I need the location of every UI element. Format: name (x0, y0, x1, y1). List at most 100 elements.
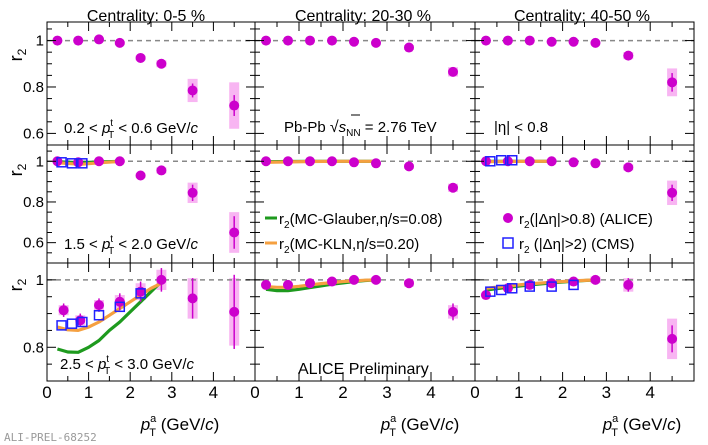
x-tick-label-c2-4: 4 (426, 383, 435, 402)
cms-point (135, 288, 146, 299)
x-tick-label-c1-3: 3 (167, 383, 176, 402)
cms-point (524, 281, 535, 292)
data-points (52, 34, 678, 344)
alice-point (261, 156, 271, 167)
legend-alice-text: r2(|Δη|>0.8) (ALICE) (519, 211, 653, 231)
alice-point (371, 274, 381, 285)
legend-cms-marker (502, 237, 514, 249)
x-axis-title-middle: pa T (GeV/c) (380, 413, 460, 439)
panel-frames (46, 21, 695, 382)
alice-point (546, 156, 557, 167)
cms-point (56, 320, 67, 331)
preliminary-id: ALI-PREL-68252 (4, 431, 97, 444)
alice-point (568, 157, 579, 168)
kln-curve (59, 159, 123, 166)
cms-point (66, 158, 78, 169)
cms-point (485, 286, 496, 297)
legend-alice-marker (503, 213, 513, 223)
alice-point (187, 187, 198, 198)
alice-point (327, 276, 337, 287)
x-axis-title-right: pa T (GeV/c) (602, 413, 682, 439)
column-title-20-30: Centrality: 20-30 % (295, 8, 431, 25)
eta-cut-label: |η| < 0.8 (494, 119, 548, 136)
legend-glauber-text: r2(MC-Glauber,η/s=0.08) (279, 211, 443, 231)
cms-point (496, 284, 507, 296)
alice-point (135, 170, 146, 181)
alice-point (283, 279, 293, 290)
alice-point (94, 300, 104, 311)
alice-point (349, 36, 359, 47)
legend-cms-text: r2 (|Δη|>2) (CMS) (519, 236, 634, 256)
cms-point (93, 310, 105, 321)
x-tick-label-c2-1: 1 (294, 383, 303, 402)
x-tick-label-c3-4: 4 (645, 383, 654, 402)
cms-point (496, 155, 507, 166)
alice-point (448, 66, 458, 77)
cms-point (485, 156, 496, 167)
collision-system-label: Pb-Pb √sNN = 2.76 TeV (284, 119, 437, 139)
alice-point (187, 85, 198, 96)
alice-point (623, 50, 634, 61)
x-tick-label-c3-2: 2 (558, 383, 567, 402)
alice-point (448, 182, 458, 193)
alice-point (229, 100, 240, 111)
alice-point (73, 35, 84, 46)
y-tick-label-r1-06: 0.6 (23, 125, 44, 142)
column-title-0-5: Centrality: 0-5 % (87, 8, 205, 25)
alice-point (114, 37, 125, 48)
alice-point (404, 161, 414, 172)
alice-point (305, 35, 315, 46)
column-title-40-50: Centrality: 40-50 % (514, 8, 650, 25)
alice-point (156, 165, 167, 176)
alice-point (58, 305, 69, 316)
pt-bin-label-row2: 1.5 < pt T < 2.0 GeV/c (64, 234, 198, 257)
alice-point (546, 278, 557, 289)
cms-point (77, 316, 88, 328)
y-tick-label-r1-1: 1 (36, 33, 44, 50)
legend-kln-text: r2(MC-KLN,η/s=0.20) (279, 236, 419, 256)
alice-point (305, 278, 315, 289)
x-tick-label-c2-0: 0 (250, 383, 259, 402)
alice-point (156, 274, 167, 285)
alice-point (327, 35, 337, 46)
alice-point (305, 156, 315, 167)
alice-point (283, 35, 293, 46)
alice-point (480, 35, 491, 46)
alice-point (590, 274, 601, 285)
x-tick-label-c1-4: 4 (209, 383, 218, 402)
y-axis-label-row3: r2 (6, 278, 29, 291)
alice-point (371, 158, 381, 169)
alice-point (114, 156, 125, 167)
alice-point (590, 158, 601, 169)
cms-point (66, 318, 78, 329)
alice-point (623, 279, 634, 290)
alice-point (187, 293, 198, 304)
alice-point (667, 187, 678, 198)
alice-point (546, 36, 557, 47)
systematic-boxes (52, 38, 678, 360)
kln-curve (485, 278, 596, 290)
alice-point (229, 306, 240, 317)
x-tick-label-c1-0: 0 (42, 383, 51, 402)
x-tick-label-c3-1: 1 (514, 383, 523, 402)
alice-point (667, 77, 678, 88)
y-tick-label-r3-1: 1 (36, 272, 44, 289)
x-tick-label-c2-3: 3 (382, 383, 391, 402)
cms-point (506, 283, 518, 294)
y-tick-label-r2-06: 0.6 (23, 235, 44, 252)
alice-point (261, 279, 271, 290)
alice-point (52, 35, 63, 46)
alice-point (371, 37, 381, 48)
alice-point (568, 36, 579, 47)
cms-point (568, 279, 579, 291)
model-curves (56, 159, 596, 354)
x-axis-title-left: pa T (GeV/c) (140, 413, 220, 439)
x-tick-label-c3-3: 3 (602, 383, 611, 402)
alice-point (623, 162, 634, 173)
alice-preliminary-label: ALICE Preliminary (298, 361, 429, 378)
alice-point (590, 37, 601, 48)
cms-point (56, 157, 67, 168)
y-axis-label-row1: r2 (6, 48, 29, 61)
y-tick-label-r2-1: 1 (36, 153, 44, 170)
